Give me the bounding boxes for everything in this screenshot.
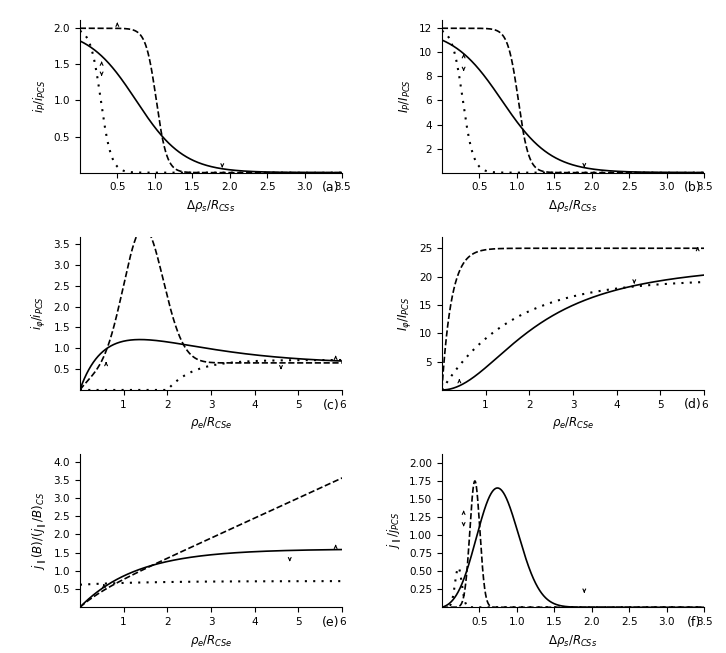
X-axis label: $\Delta\rho_s/R_{CSs}$: $\Delta\rho_s/R_{CSs}$ bbox=[548, 633, 597, 648]
Text: (a): (a) bbox=[322, 182, 340, 195]
Y-axis label: $I_\varphi/I_{PCS}$: $I_\varphi/I_{PCS}$ bbox=[396, 296, 413, 330]
Text: (c): (c) bbox=[323, 399, 340, 412]
Text: (e): (e) bbox=[322, 616, 340, 629]
Y-axis label: $j_\parallel(B)/(j_\parallel/B)_{CS}$: $j_\parallel(B)/(j_\parallel/B)_{CS}$ bbox=[30, 492, 48, 570]
X-axis label: $\rho_e/R_{CSe}$: $\rho_e/R_{CSe}$ bbox=[189, 633, 232, 648]
X-axis label: $\rho_e/R_{CSe}$: $\rho_e/R_{CSe}$ bbox=[189, 415, 232, 431]
Y-axis label: $i_P/i_{PCS}$: $i_P/i_{PCS}$ bbox=[32, 80, 48, 113]
Y-axis label: $i_\varphi/i_{PCS}$: $i_\varphi/i_{PCS}$ bbox=[30, 296, 48, 330]
Text: (f): (f) bbox=[688, 616, 701, 629]
Y-axis label: $I_P/I_{PCS}$: $I_P/I_{PCS}$ bbox=[399, 79, 413, 113]
Y-axis label: $j_\parallel/j_{PCS}$: $j_\parallel/j_{PCS}$ bbox=[386, 512, 404, 549]
X-axis label: $\Delta\rho_s/R_{CSs}$: $\Delta\rho_s/R_{CSs}$ bbox=[548, 198, 597, 214]
X-axis label: $\Delta\rho_s/R_{CSs}$: $\Delta\rho_s/R_{CSs}$ bbox=[187, 198, 236, 214]
X-axis label: $\rho_e/R_{CSe}$: $\rho_e/R_{CSe}$ bbox=[552, 415, 595, 431]
Text: (d): (d) bbox=[684, 398, 701, 411]
Text: (b): (b) bbox=[684, 182, 701, 195]
